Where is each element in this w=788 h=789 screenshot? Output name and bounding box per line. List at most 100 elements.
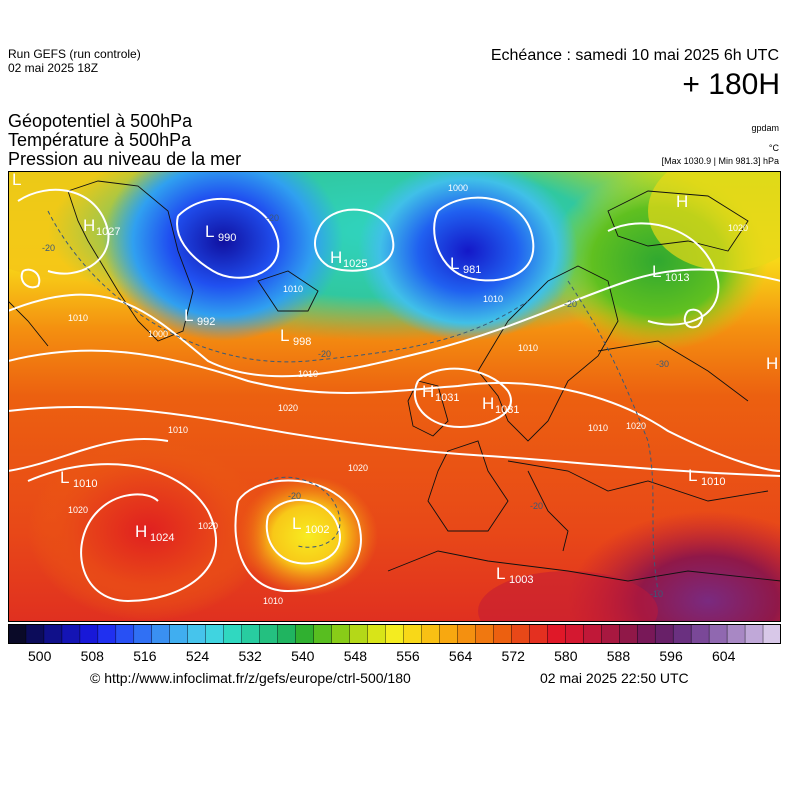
color-scale-swatch [529,624,548,644]
color-scale-swatch [744,624,764,644]
color-scale-tick-label: 588 [606,648,631,664]
color-scale-tick-label: 532 [238,648,262,664]
svg-text:L: L [60,468,69,487]
svg-text:H: H [330,248,342,267]
isobar-label: 1020 [198,521,218,531]
color-scale-swatch [43,624,63,644]
svg-text:L: L [652,262,661,281]
temperature-label: -30 [656,359,669,369]
svg-text:H: H [135,522,147,541]
coastlines [8,180,781,582]
color-scale-tick-label: 500 [28,648,52,664]
pressure-center: H 1024 [135,522,174,544]
pressure-center: L 1010 [688,466,725,488]
svg-text:L: L [292,514,301,533]
color-scale-tick-label: 572 [501,648,525,664]
isobar-label: 1000 [448,183,468,193]
color-scale-tick-label: 548 [343,648,368,664]
temperature-label: -20 [288,491,301,501]
color-scale-swatch [241,624,261,644]
color-scale-swatch [8,624,27,644]
color-scale-tick-label: 580 [554,648,578,664]
isobar-label: 1020 [278,403,298,413]
svg-text:L: L [280,326,289,345]
svg-text:1010: 1010 [73,478,97,490]
isobar-label: 1020 [68,505,88,515]
pressure-center: L 992 [184,306,215,328]
color-scale-swatch [313,624,333,644]
unit-temperature: °C [768,143,779,153]
pressure-center: H [676,192,688,211]
svg-text:1003: 1003 [509,574,533,586]
color-scale-tick-label: 524 [185,648,210,664]
field-pressure: Pression au niveau de la mer [8,149,242,169]
svg-text:L: L [184,306,193,325]
svg-text:1024: 1024 [150,532,174,544]
svg-text:998: 998 [293,336,311,348]
color-scale-swatch [457,624,476,644]
temperature-label: -20 [530,501,543,511]
color-scale-tick-label: 516 [133,648,157,664]
isobar-label: 1000 [148,329,168,339]
color-scale-swatch [439,624,458,644]
isobar-label: 1010 [263,596,283,606]
color-scale-swatch [259,624,279,644]
color-scale-tick-label: 556 [396,648,420,664]
color-scale-swatch [223,624,243,644]
pressure-center: H 1031 [482,394,519,416]
color-scale-swatch [331,624,351,644]
color-scale-swatch [565,624,584,644]
temperature-label: -20 [42,243,55,253]
svg-text:L: L [450,254,459,273]
pressure-range: [Max 1030.9 | Min 981.3] hPa [661,156,779,166]
svg-text:992: 992 [197,316,215,328]
isobar-label: 1010 [588,423,608,433]
isobar-label: 1020 [728,223,748,233]
color-scale-tick-label: 564 [448,648,473,664]
color-scale-swatch [619,624,638,644]
svg-text:1031: 1031 [495,404,519,416]
isobar-label: 1020 [626,421,646,431]
color-scale-swatch [151,624,171,644]
svg-text:981: 981 [463,264,481,276]
color-scale-swatch [403,624,422,644]
isobars [8,188,781,603]
isobar-label: 1010 [68,313,88,323]
svg-text:1031: 1031 [435,392,459,404]
color-scale-swatch [79,624,99,644]
svg-text:H: H [766,354,778,373]
color-scale-swatch [367,624,387,644]
svg-text:1010: 1010 [701,476,725,488]
color-scale-swatch [115,624,135,644]
color-scale-swatch [636,624,656,644]
color-scale-swatch [169,624,189,644]
color-scale-swatch [726,624,746,644]
pressure-center: H 1027 [83,216,120,238]
color-scale-swatch [349,624,369,644]
color-scale-swatch [421,624,440,644]
color-scale-swatch [187,624,207,644]
isobar-labels: 1000 1010 1010 1010 1020 1020 1020 1020 … [68,183,748,606]
svg-text:990: 990 [218,232,236,244]
color-scale-swatch [295,624,315,644]
pressure-center: L 998 [280,326,311,348]
pressure-center: H 1025 [330,248,367,270]
svg-text:1002: 1002 [305,524,329,536]
color-scale-swatch [583,624,602,644]
pressure-center: L 1003 [496,564,533,586]
temperature-labels: -20 -20 -20 -20 -20 -30 -20 -10 [42,213,669,599]
color-scale-swatch [475,624,494,644]
color-scale-swatch [25,624,45,644]
forecast-valid-time: Echéance : samedi 10 mai 2025 6h UTC [490,47,779,64]
color-scale-swatch [205,624,225,644]
color-scale-tick-label: 508 [80,648,104,664]
svg-text:H: H [676,192,688,211]
pressure-center: H [766,354,778,373]
color-scale-swatch [547,624,566,644]
source-url[interactable]: © http://www.infoclimat.fr/z/gefs/europe… [90,670,411,686]
isobar-label: 1010 [483,294,503,304]
temperature-label: -20 [564,299,577,309]
generated-time: 02 mai 2025 22:50 UTC [540,670,689,686]
color-scale-swatch [654,624,674,644]
